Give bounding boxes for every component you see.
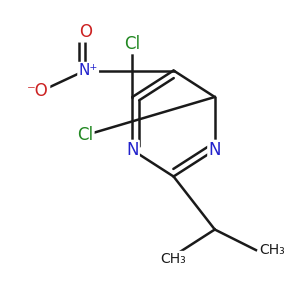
Text: Cl: Cl — [77, 126, 93, 144]
Text: O: O — [79, 23, 92, 41]
Text: ⁻O: ⁻O — [27, 82, 49, 100]
Text: N⁺: N⁺ — [79, 63, 98, 78]
Text: Cl: Cl — [124, 35, 140, 53]
Text: N: N — [208, 141, 221, 159]
Text: CH₃: CH₃ — [259, 243, 285, 257]
Text: CH₃: CH₃ — [161, 252, 186, 266]
Text: N: N — [126, 141, 139, 159]
